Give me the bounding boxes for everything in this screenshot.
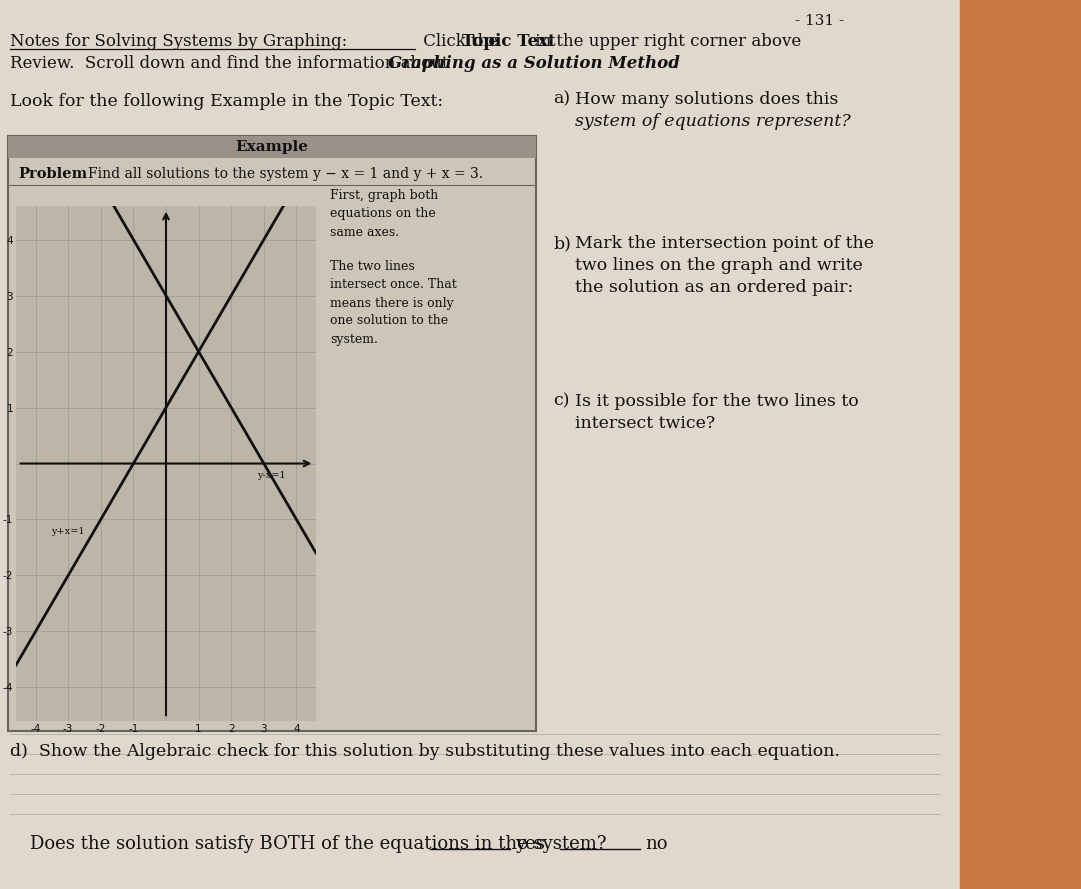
- Text: - 131 -: - 131 -: [796, 14, 844, 28]
- Text: Review.  Scroll down and find the information about: Review. Scroll down and find the informa…: [10, 55, 454, 73]
- Text: same axes.: same axes.: [330, 226, 399, 238]
- Text: system.: system.: [330, 332, 378, 346]
- Text: Mark the intersection point of the: Mark the intersection point of the: [575, 236, 875, 252]
- Text: How many solutions does this: How many solutions does this: [575, 91, 839, 108]
- Text: the solution as an ordered pair:: the solution as an ordered pair:: [575, 279, 853, 297]
- Bar: [960, 0, 1081, 889]
- Text: Notes for Solving Systems by Graphing:: Notes for Solving Systems by Graphing:: [10, 34, 347, 51]
- Text: yes: yes: [515, 835, 545, 853]
- Text: Problem: Problem: [18, 167, 88, 181]
- Text: d)  Show the Algebraic check for this solution by substituting these values into: d) Show the Algebraic check for this sol…: [10, 742, 840, 759]
- Text: one solution to the: one solution to the: [330, 315, 449, 327]
- Text: Example: Example: [236, 140, 308, 154]
- Text: intersect once. That: intersect once. That: [330, 278, 457, 292]
- Text: Find all solutions to the system y − x = 1 and y + x = 3.: Find all solutions to the system y − x =…: [88, 167, 483, 181]
- Text: Topic Text: Topic Text: [462, 34, 556, 51]
- Bar: [8, 136, 536, 158]
- Text: no: no: [645, 835, 667, 853]
- Text: means there is only: means there is only: [330, 297, 454, 309]
- Text: Click the: Click the: [418, 34, 504, 51]
- Text: intersect twice?: intersect twice?: [575, 414, 716, 431]
- Bar: [8, 136, 536, 731]
- Text: Look for the following Example in the Topic Text:: Look for the following Example in the To…: [10, 93, 443, 110]
- Text: y-x=1: y-x=1: [257, 471, 286, 480]
- Text: in the upper right corner above: in the upper right corner above: [530, 34, 801, 51]
- Text: b): b): [553, 236, 571, 252]
- Text: The two lines: The two lines: [330, 260, 415, 274]
- Text: Graphing as a Solution Method: Graphing as a Solution Method: [388, 55, 680, 73]
- Text: First, graph both: First, graph both: [330, 189, 438, 203]
- Text: Is it possible for the two lines to: Is it possible for the two lines to: [575, 393, 858, 410]
- Text: two lines on the graph and write: two lines on the graph and write: [575, 258, 863, 275]
- Text: .: .: [670, 55, 676, 73]
- Text: equations on the: equations on the: [330, 207, 436, 220]
- Text: y+x=1: y+x=1: [51, 527, 84, 536]
- Text: Does the solution satisfy BOTH of the equations in the system?: Does the solution satisfy BOTH of the eq…: [30, 835, 606, 853]
- Text: a): a): [553, 91, 570, 108]
- Text: system of equations represent?: system of equations represent?: [575, 113, 851, 130]
- Text: c): c): [553, 393, 570, 410]
